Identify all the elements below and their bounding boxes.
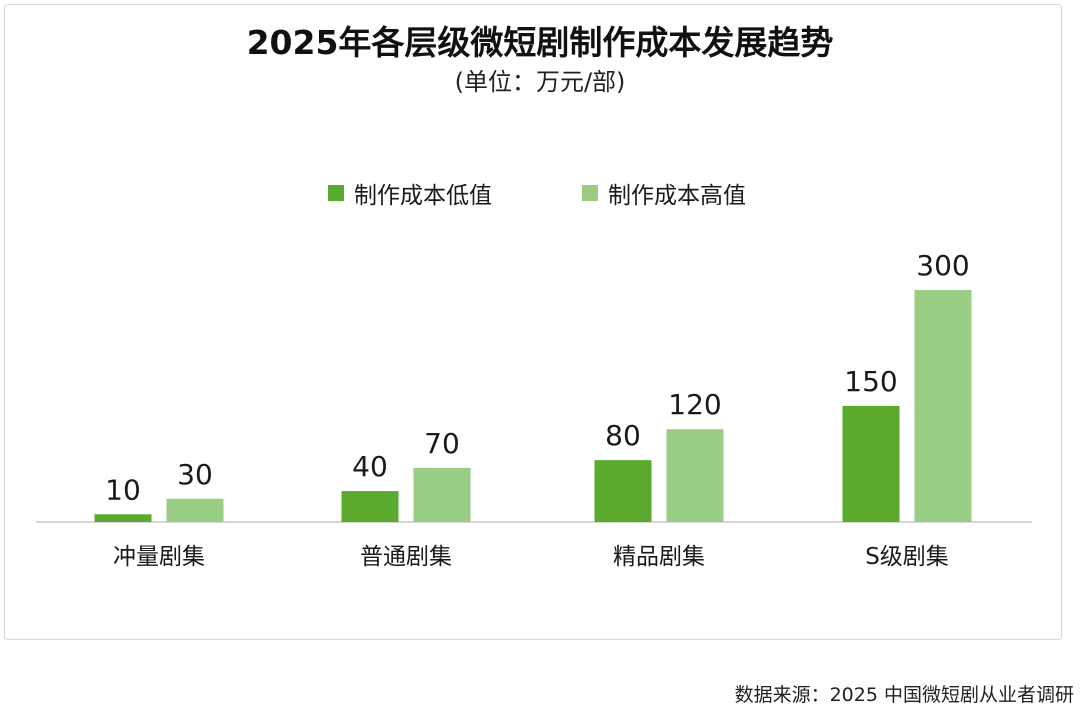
bar-high-1	[413, 467, 471, 522]
bar-low-1	[341, 491, 399, 522]
x-tick-label-2: 精品剧集	[613, 544, 705, 570]
data-label-high-0: 30	[177, 458, 213, 491]
bar-high-2	[666, 429, 724, 522]
chart-card	[4, 4, 1062, 640]
legend-swatch-high	[582, 185, 598, 201]
data-label-high-1: 70	[424, 427, 460, 460]
data-label-high-3: 300	[916, 249, 969, 282]
x-tick-label-0: 冲量剧集	[113, 544, 205, 570]
bar-low-2	[594, 460, 652, 522]
chart-subtitle: (单位：万元/部)	[454, 68, 626, 96]
legend-swatch-low	[328, 185, 344, 201]
data-source-note: 数据来源：2025 中国微短剧从业者调研	[734, 684, 1074, 706]
bar-high-3	[914, 290, 972, 522]
legend-label-high: 制作成本高值	[608, 183, 746, 209]
chart-title: 2025年各层级微短剧制作成本发展趋势	[246, 23, 834, 62]
chart-legend: 制作成本低值 制作成本高值	[0, 176, 1080, 210]
legend-item-high: 制作成本高值	[582, 176, 746, 210]
legend-item-low: 制作成本低值	[328, 176, 492, 210]
legend-label-low: 制作成本低值	[354, 183, 492, 209]
data-label-high-2: 120	[668, 388, 721, 421]
data-label-low-1: 40	[352, 450, 388, 483]
bar-low-0	[94, 514, 152, 522]
data-label-low-0: 10	[105, 473, 141, 506]
x-tick-label-1: 普通剧集	[360, 544, 452, 570]
data-label-low-2: 80	[605, 419, 641, 452]
bar-low-3	[842, 406, 900, 522]
x-tick-label-3: S级剧集	[865, 544, 949, 570]
bar-high-0	[166, 498, 224, 522]
data-label-low-3: 150	[844, 365, 897, 398]
